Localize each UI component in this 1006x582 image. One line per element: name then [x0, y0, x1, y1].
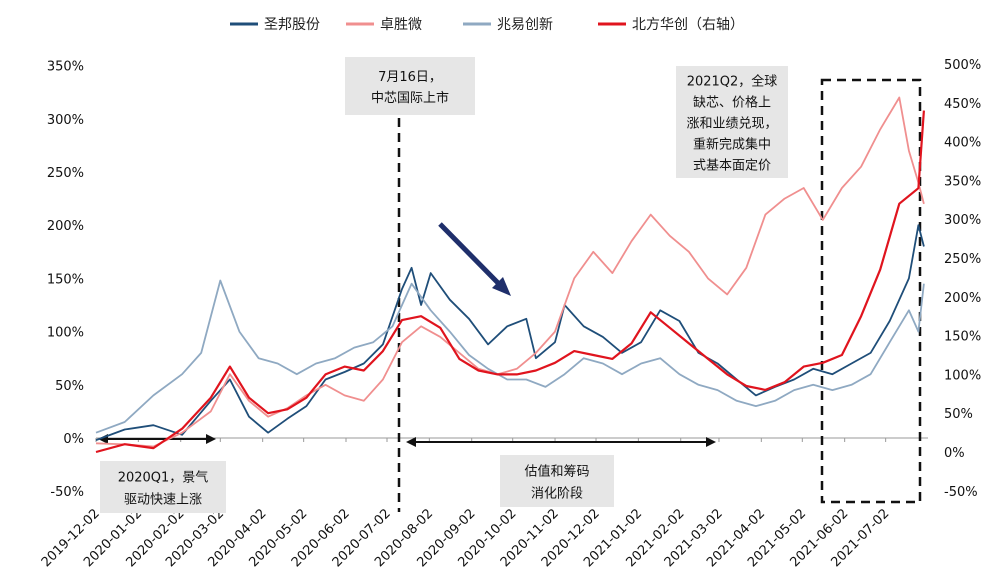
series-line [95, 96, 925, 448]
listing-annotation: 7月16日， 中芯国际上市 [345, 57, 475, 115]
left-tick-label: 200% [47, 219, 84, 234]
right-tick-label: 0% [944, 446, 965, 461]
right-tick-label: 400% [944, 136, 981, 151]
series-line [95, 224, 925, 441]
q2-dashed-box [820, 78, 922, 504]
right-tick-label: 200% [944, 291, 981, 306]
annotation-line: 重新完成集中 [693, 136, 771, 152]
arrow-head [406, 437, 416, 447]
right-tick-label: 100% [944, 368, 981, 383]
annotation-line: 2021Q2，全球 [687, 73, 778, 89]
left-axis-ticks: -50% 0% 50% 100% 150% 200% 250% 300% 350% [47, 60, 84, 501]
right-axis-ticks: -50% 0% 50% 100% 150% 200% 250% 300% 350% 400% 450… [944, 58, 981, 500]
annotation-box [500, 455, 614, 507]
right-tick-label: 500% [944, 58, 981, 73]
legend-label: 卓胜微 [380, 17, 422, 33]
left-tick-label: 250% [47, 166, 84, 181]
annotation-shapes [98, 78, 922, 512]
annotation-box [676, 66, 788, 178]
legend-label: 北方华创（右轴） [632, 17, 744, 33]
series-lines [95, 96, 925, 454]
series-line [95, 279, 925, 434]
right-tick-label: 300% [944, 213, 981, 228]
left-tick-label: 150% [47, 272, 84, 287]
annotation-line: 驱动快速上涨 [124, 493, 202, 508]
left-tick-label: 350% [47, 60, 84, 75]
series-line [95, 110, 925, 454]
pointer-arrow-shaft [438, 222, 504, 289]
pointer-arrow-head [492, 277, 511, 296]
annotation-line: 涨和业绩兑现， [686, 116, 777, 131]
annotation-line: 中芯国际上市 [371, 90, 449, 106]
annotation-line: 7月16日， [378, 70, 442, 85]
legend-label: 兆易创新 [497, 17, 553, 33]
legend: 圣邦股份 卓胜微 兆易创新 北方华创（右轴） [230, 17, 744, 33]
left-tick-label: 0% [63, 432, 84, 447]
right-tick-label: 250% [944, 252, 981, 267]
legend-label: 圣邦股份 [264, 17, 320, 33]
annotation-box [100, 461, 226, 513]
annotation-line: 缺芯、价格上 [693, 94, 771, 110]
left-tick-label: -50% [50, 485, 84, 500]
right-tick-label: 150% [944, 330, 981, 345]
arrow-head [206, 434, 216, 444]
annotation-box [345, 57, 475, 115]
annotation-line: 式基本面定价 [693, 158, 771, 173]
right-tick-label: 350% [944, 174, 981, 189]
arrow-head [706, 437, 716, 447]
annotation-line: 消化阶段 [531, 487, 583, 502]
right-tick-label: 50% [944, 407, 973, 422]
right-tick-label: 450% [944, 97, 981, 112]
left-tick-label: 50% [55, 379, 84, 394]
left-tick-label: 300% [47, 113, 84, 128]
annotation-line: 估值和筹码 [524, 464, 589, 480]
right-tick-label: -50% [944, 485, 978, 500]
annotation-line: 2020Q1，景气 [118, 470, 209, 486]
left-tick-label: 100% [47, 326, 84, 341]
